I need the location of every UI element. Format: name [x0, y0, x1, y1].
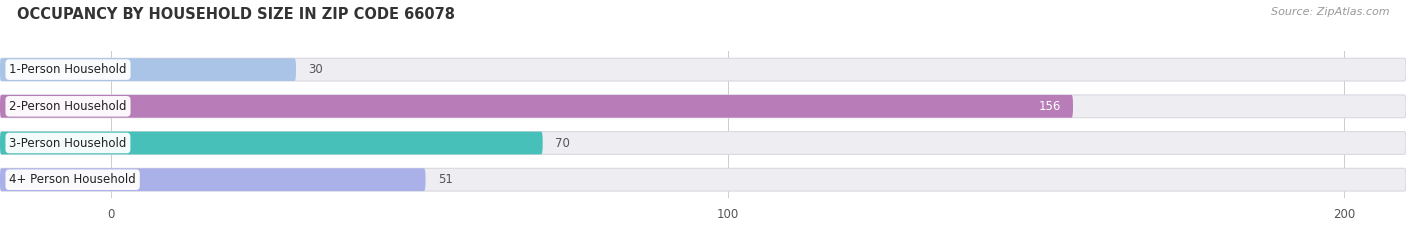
Text: 156: 156	[1038, 100, 1060, 113]
Text: 70: 70	[555, 137, 569, 150]
Text: OCCUPANCY BY HOUSEHOLD SIZE IN ZIP CODE 66078: OCCUPANCY BY HOUSEHOLD SIZE IN ZIP CODE …	[17, 7, 456, 22]
Text: 1-Person Household: 1-Person Household	[10, 63, 127, 76]
Text: 51: 51	[437, 173, 453, 186]
Text: 2-Person Household: 2-Person Household	[10, 100, 127, 113]
FancyBboxPatch shape	[0, 95, 1073, 118]
Text: 4+ Person Household: 4+ Person Household	[10, 173, 136, 186]
FancyBboxPatch shape	[0, 132, 1406, 154]
FancyBboxPatch shape	[0, 132, 543, 154]
Text: Source: ZipAtlas.com: Source: ZipAtlas.com	[1271, 7, 1389, 17]
FancyBboxPatch shape	[0, 58, 297, 81]
FancyBboxPatch shape	[0, 168, 426, 191]
Text: 30: 30	[308, 63, 323, 76]
FancyBboxPatch shape	[0, 168, 1406, 191]
FancyBboxPatch shape	[0, 95, 1406, 118]
FancyBboxPatch shape	[0, 58, 1406, 81]
Text: 3-Person Household: 3-Person Household	[10, 137, 127, 150]
